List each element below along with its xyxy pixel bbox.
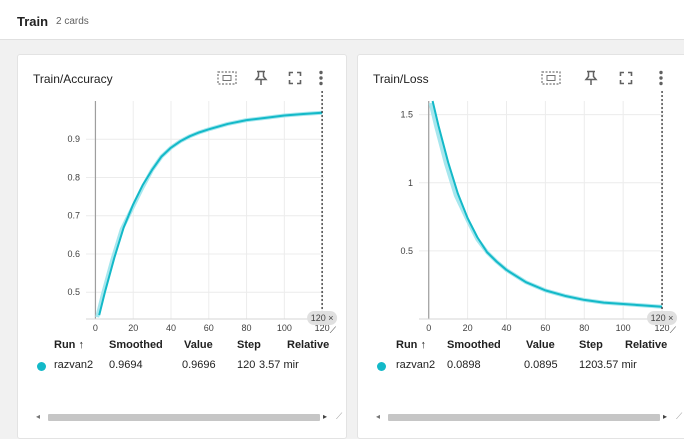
y-tick-label: 0.7 <box>67 211 80 221</box>
card-title: Train/Accuracy <box>33 72 113 86</box>
more-vert-icon <box>658 70 664 86</box>
x-tick-label: 40 <box>501 323 511 333</box>
x-tick-label: 0 <box>426 323 431 333</box>
fullscreen-icon <box>288 71 302 85</box>
series-raw-line <box>97 113 322 317</box>
raw-value: 0.9696 <box>182 359 216 371</box>
more-options-button[interactable] <box>309 67 333 89</box>
table-row: razvan2 0.0898 0.0895 120 3.57 mir <box>358 359 684 375</box>
table-header: Run ↑ Smoothed Value Step Relative <box>18 339 347 355</box>
y-tick-label: 1 <box>408 178 413 188</box>
col-step-header[interactable]: Step <box>579 339 603 351</box>
resize-grip-icon[interactable]: ⟋ <box>676 411 682 422</box>
col-smoothed-header[interactable]: Smoothed <box>109 339 163 351</box>
col-smoothed-header[interactable]: Smoothed <box>447 339 501 351</box>
col-value-header[interactable]: Value <box>526 339 555 351</box>
scrollbar-thumb[interactable] <box>388 414 660 421</box>
col-run-header[interactable]: Run ↑ <box>396 339 426 351</box>
step-tag-label[interactable]: 120 × <box>311 313 334 323</box>
run-color-dot <box>377 362 386 371</box>
y-tick-label: 0.9 <box>67 134 80 144</box>
x-tick-label: 100 <box>277 323 292 333</box>
scroll-left-icon[interactable]: ◂ <box>376 412 380 421</box>
pin-icon <box>584 70 598 86</box>
fit-domain-icon <box>541 71 561 85</box>
x-tick-label: 20 <box>128 323 138 333</box>
more-vert-icon <box>318 70 324 86</box>
y-tick-label: 1.5 <box>400 110 413 120</box>
more-options-button[interactable] <box>649 67 673 89</box>
fit-domain-button[interactable] <box>539 67 563 89</box>
scroll-right-icon[interactable]: ▸ <box>323 412 327 421</box>
col-value-header[interactable]: Value <box>184 339 213 351</box>
scroll-left-icon[interactable]: ◂ <box>36 412 40 421</box>
x-tick-label: 0 <box>93 323 98 333</box>
relative-value: 3.57 mir <box>259 359 299 371</box>
fullscreen-button[interactable] <box>283 67 307 89</box>
x-tick-label: 100 <box>616 323 631 333</box>
relative-value: 3.57 mir <box>597 359 637 371</box>
table-row: razvan2 0.9694 0.9696 120 3.57 mir <box>18 359 347 375</box>
step-tag-label[interactable]: 120 × <box>651 313 674 323</box>
raw-value: 0.0895 <box>524 359 558 371</box>
table-horizontal-scrollbar[interactable]: ◂ ▸ ⟋ <box>34 411 334 423</box>
y-tick-label: 0.5 <box>67 287 80 297</box>
resize-grip-icon[interactable]: ⟋ <box>336 411 342 422</box>
x-tick-label: 40 <box>166 323 176 333</box>
chart-resize-grip-icon: ⟋ <box>330 325 337 335</box>
x-tick-label: 20 <box>463 323 473 333</box>
series-smoothed-line <box>99 113 322 315</box>
x-tick-label: 60 <box>204 323 214 333</box>
section-title: Train <box>17 14 48 29</box>
run-name: razvan2 <box>54 359 93 371</box>
table-horizontal-scrollbar[interactable]: ◂ ▸ ⟋ <box>374 411 674 423</box>
fullscreen-icon <box>619 71 633 85</box>
scalar-card-loss: Train/Loss 0 20 40 60 80 100 120 0.5 1 1.5 120 × ⟋ … <box>357 54 684 439</box>
fit-domain-button[interactable] <box>215 67 239 89</box>
col-run-header[interactable]: Run ↑ <box>54 339 84 351</box>
table-header: Run ↑ Smoothed Value Step Relative <box>358 339 684 355</box>
scroll-right-icon[interactable]: ▸ <box>663 412 667 421</box>
pin-button[interactable] <box>579 67 603 89</box>
step-value: 120 <box>237 359 255 371</box>
fit-domain-icon <box>217 71 237 85</box>
smoothed-value: 0.0898 <box>447 359 481 371</box>
section-card-count: 2 cards <box>56 16 89 27</box>
run-color-dot <box>37 362 46 371</box>
series-smoothed-line <box>433 101 662 307</box>
run-name: razvan2 <box>396 359 435 371</box>
section-header: Train 2 cards <box>0 0 684 40</box>
pin-button[interactable] <box>249 67 273 89</box>
chart-resize-grip-icon: ⟋ <box>670 325 677 335</box>
fullscreen-button[interactable] <box>614 67 638 89</box>
col-relative-header[interactable]: Relative <box>287 339 329 351</box>
col-relative-header[interactable]: Relative <box>625 339 667 351</box>
y-tick-label: 0.8 <box>67 172 80 182</box>
pin-icon <box>254 70 268 86</box>
series-raw-line <box>431 103 662 307</box>
x-tick-label: 60 <box>540 323 550 333</box>
x-tick-label: 80 <box>242 323 252 333</box>
scalar-card-accuracy: Train/Accuracy 0 20 40 60 80 100 120 0.5 0.6 0.7 0… <box>17 54 347 439</box>
y-tick-label: 0.5 <box>400 246 413 256</box>
smoothed-value: 0.9694 <box>109 359 143 371</box>
scrollbar-thumb[interactable] <box>48 414 320 421</box>
step-value: 120 <box>579 359 597 371</box>
col-step-header[interactable]: Step <box>237 339 261 351</box>
y-tick-label: 0.6 <box>67 249 80 259</box>
card-title: Train/Loss <box>373 72 429 86</box>
x-tick-label: 80 <box>579 323 589 333</box>
